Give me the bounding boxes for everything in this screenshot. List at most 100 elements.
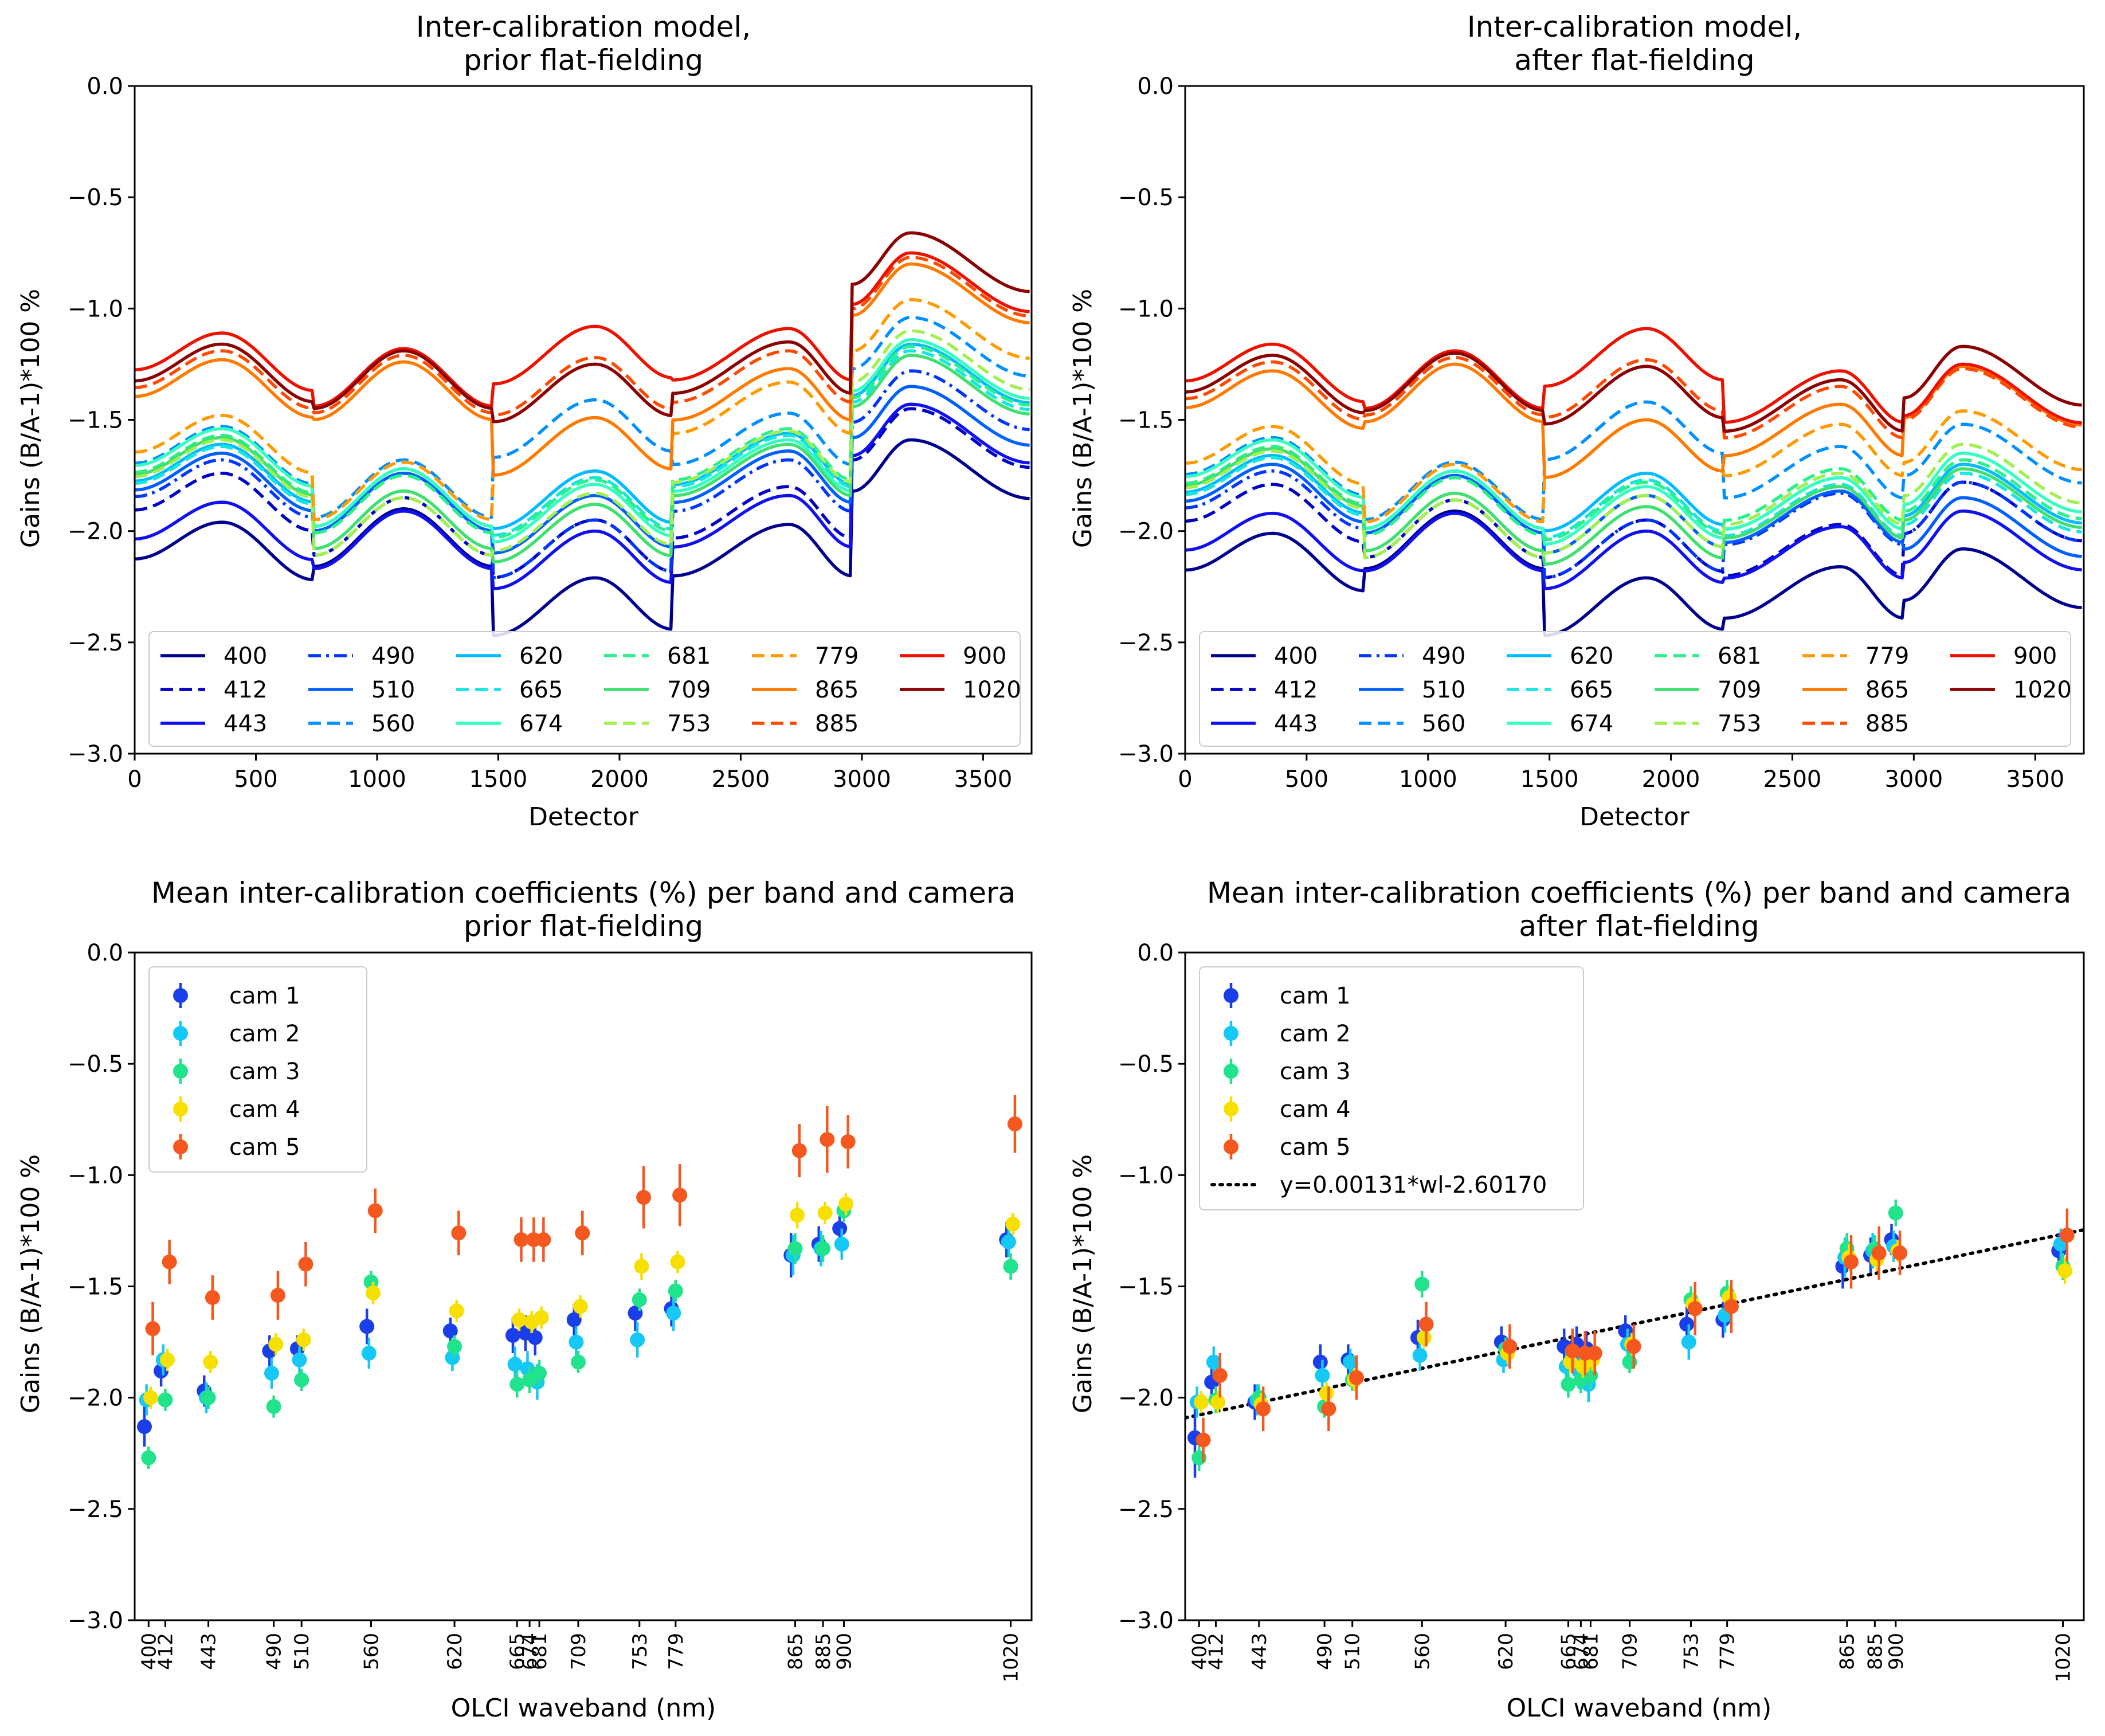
data-point bbox=[201, 1390, 216, 1405]
series-line-490 bbox=[135, 369, 1030, 579]
data-point bbox=[834, 1236, 849, 1252]
data-point bbox=[1412, 1347, 1428, 1363]
data-point bbox=[832, 1221, 848, 1236]
data-point bbox=[264, 1365, 279, 1381]
y-tick-label: −1.0 bbox=[68, 1162, 123, 1189]
axes-frame bbox=[134, 85, 1033, 755]
chart-title-line1: Inter-calibration model, bbox=[416, 10, 751, 44]
data-layer bbox=[135, 231, 1030, 637]
data-point bbox=[1315, 1367, 1330, 1383]
x-tick-label: 753 bbox=[629, 1633, 652, 1670]
legend-label: 400 bbox=[224, 643, 267, 669]
data-point bbox=[509, 1377, 525, 1392]
data-point bbox=[507, 1357, 523, 1372]
data-point bbox=[838, 1196, 854, 1212]
x-axis-label: Detector bbox=[1579, 802, 1690, 832]
data-point bbox=[2059, 1228, 2075, 1243]
series-line-400 bbox=[1185, 509, 2082, 637]
legend-label: 412 bbox=[1274, 677, 1318, 703]
y-axis-label: Gains (B/A-1)*100 % bbox=[16, 289, 45, 548]
legend-label: 665 bbox=[519, 677, 563, 703]
fit-line bbox=[1185, 1228, 2084, 1420]
data-point bbox=[1418, 1316, 1434, 1332]
series-line-665 bbox=[1185, 456, 2082, 539]
series-line-709 bbox=[135, 354, 1030, 564]
y-axis-label: Gains (B/A-1)*100 % bbox=[1068, 289, 1097, 548]
legend-label: 865 bbox=[815, 677, 859, 703]
data-point bbox=[1565, 1343, 1580, 1359]
data-point bbox=[566, 1312, 582, 1327]
series-line-443 bbox=[135, 402, 1030, 590]
y-tick-label: −1.5 bbox=[1118, 1274, 1174, 1300]
data-point bbox=[1871, 1245, 1887, 1261]
data-point bbox=[162, 1254, 177, 1269]
series-line-865 bbox=[135, 262, 1030, 477]
legend: 400 412 443 490 510 560 620 665 674 681 709 753 779 8… bbox=[1199, 631, 2072, 747]
legend-swatch bbox=[1224, 1139, 1238, 1154]
legend-label: 865 bbox=[1865, 677, 1909, 703]
legend-label: 753 bbox=[1718, 711, 1761, 737]
x-tick-label: 674 bbox=[1570, 1633, 1593, 1670]
legend-label: cam 1 bbox=[229, 983, 300, 1009]
series-line-490 bbox=[1185, 469, 2082, 579]
x-tick-label: 753 bbox=[1680, 1633, 1703, 1670]
x-tick-label: 400 bbox=[138, 1633, 160, 1670]
data-point bbox=[1892, 1245, 1908, 1261]
data-point bbox=[266, 1399, 281, 1414]
y-tick-label: −0.5 bbox=[1118, 1051, 1174, 1077]
legend-label: cam 4 bbox=[229, 1096, 300, 1123]
data-point bbox=[1587, 1346, 1602, 1361]
series-line-674 bbox=[1185, 438, 2082, 546]
data-point bbox=[451, 1225, 467, 1241]
data-point bbox=[1626, 1339, 1641, 1354]
x-tick-label: 443 bbox=[198, 1633, 221, 1670]
y-axis-label: Gains (B/A-1)*100 % bbox=[1068, 1154, 1097, 1413]
data-point bbox=[1193, 1394, 1209, 1410]
x-tick-label: 412 bbox=[154, 1633, 177, 1670]
x-axis-label: OLCI waveband (nm) bbox=[451, 1694, 716, 1723]
legend-label: cam 4 bbox=[1280, 1096, 1351, 1123]
data-point bbox=[511, 1312, 527, 1327]
legend-label: 510 bbox=[1422, 677, 1465, 703]
data-point bbox=[791, 1143, 807, 1158]
legend-box bbox=[1199, 631, 2071, 747]
legend-label: 665 bbox=[1570, 677, 1613, 703]
data-point bbox=[816, 1241, 831, 1256]
chart-title-line1: Mean inter-calibration coefficients (%) … bbox=[1207, 876, 2071, 910]
x-tick-label: 620 bbox=[1495, 1633, 1518, 1670]
x-tick-label: 900 bbox=[1885, 1633, 1908, 1670]
data-point bbox=[1681, 1334, 1696, 1350]
y-tick-label: −1.0 bbox=[68, 296, 123, 322]
data-point bbox=[205, 1290, 220, 1305]
data-point bbox=[1007, 1116, 1022, 1132]
data-point bbox=[154, 1363, 169, 1379]
data-point bbox=[672, 1188, 688, 1203]
data-point bbox=[1212, 1367, 1228, 1383]
series-line-674 bbox=[135, 338, 1030, 544]
series-line-1020 bbox=[135, 231, 1030, 424]
x-tick-label: 490 bbox=[1314, 1633, 1336, 1670]
data-point bbox=[1844, 1254, 1859, 1269]
plot-area: 0.0 −0.5 −1.0 −1.5 −2.0 −2.5 −3.00 500 1000 1500 2… bbox=[68, 73, 1033, 793]
x-tick-label: 1020 bbox=[2052, 1633, 2075, 1683]
data-point bbox=[449, 1303, 464, 1319]
y-tick-label: −2.0 bbox=[68, 1385, 123, 1412]
legend-label: 510 bbox=[371, 677, 415, 703]
panel-model-after: Inter-calibration model, after flat-fiel… bbox=[1068, 10, 2085, 832]
series-line-665 bbox=[135, 349, 1030, 537]
legend-label: 753 bbox=[667, 711, 711, 737]
data-point bbox=[1195, 1432, 1211, 1448]
y-tick-label: −1.5 bbox=[68, 1274, 123, 1300]
x-tick-label: 1500 bbox=[1520, 766, 1579, 793]
chart-title-line2: after flat-fielding bbox=[1514, 44, 1754, 77]
plot-area: 0.0 −0.5 −1.0 −1.5 −2.0 −2.5 −3.00 500 1000 1500 2… bbox=[1118, 73, 2085, 793]
x-tick-label: 779 bbox=[1716, 1633, 1739, 1670]
x-tick-label: 620 bbox=[444, 1633, 467, 1670]
panel-model-prior: Inter-calibration model, prior flat-fiel… bbox=[16, 10, 1033, 832]
data-point bbox=[143, 1390, 158, 1405]
data-point bbox=[668, 1283, 683, 1299]
legend-label: 560 bbox=[371, 711, 415, 737]
